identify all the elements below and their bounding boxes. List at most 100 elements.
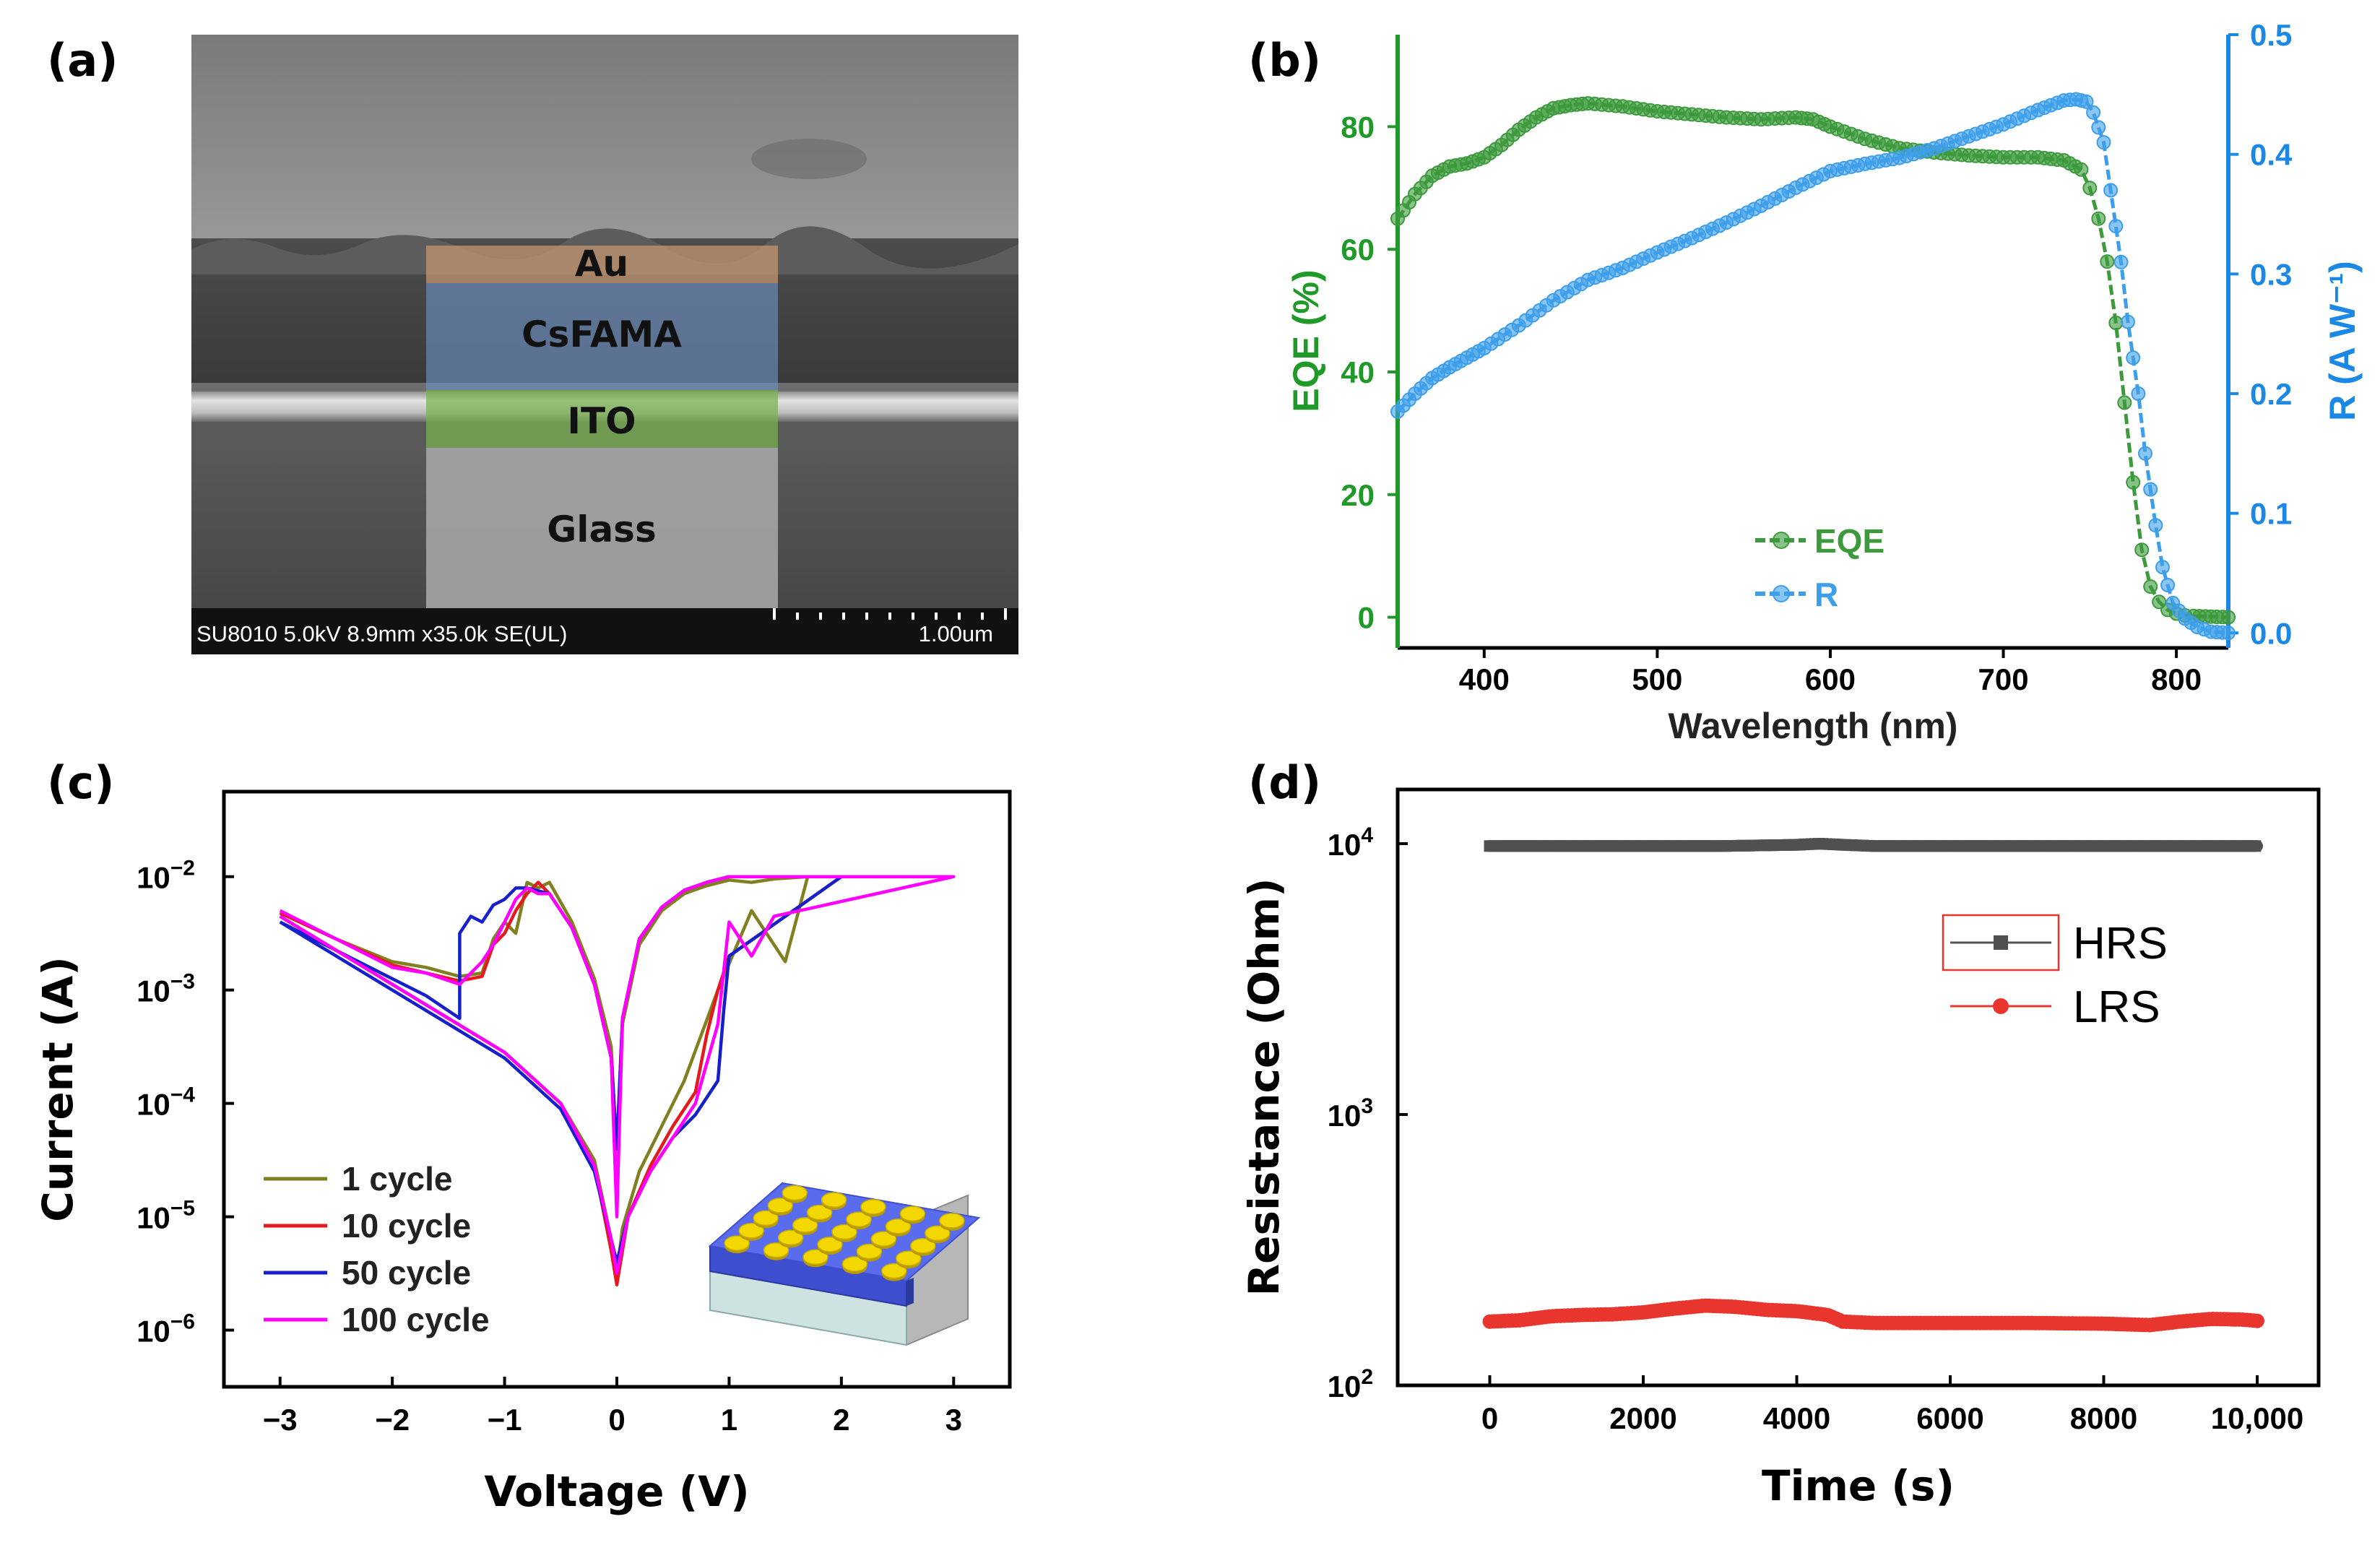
x-tick-label: 2 — [833, 1403, 849, 1437]
retention-chart: 0 2000 4000 6000 8000 10,000 102 103 104 Time (s)… — [1239, 787, 2321, 1510]
y-tick-label: 104 — [1328, 823, 1374, 862]
x-tick-label: 4000 — [1763, 1401, 1830, 1435]
electrode-dot — [846, 1211, 872, 1227]
data-point-r — [2108, 219, 2124, 234]
data-point-eqe — [2091, 211, 2106, 226]
csfama-layer-overlay — [426, 283, 778, 390]
legend-label-eqe: EQE — [1814, 522, 1884, 560]
y2-tick-label: 0.0 — [2250, 616, 2292, 650]
x-tick-label: −1 — [488, 1403, 522, 1437]
plot-frame — [1395, 787, 2321, 1388]
x-tick-label: 10,000 — [2211, 1401, 2303, 1435]
electrode-dot — [870, 1231, 897, 1247]
legend-label-hrs: HRS — [2073, 919, 2168, 969]
eqe-responsivity-chart: 400 500 600 700 800 0 20 40 60 80 0.0 0.1 0.2 0.3 0.4 0… — [1286, 18, 2363, 746]
legend-label-lrs: LRS — [2073, 982, 2160, 1032]
data-point-eqe — [2221, 610, 2236, 625]
x-tick-label: −3 — [263, 1403, 298, 1437]
data-point-r — [2221, 626, 2236, 641]
y-axis-label: Current (A) — [33, 956, 82, 1222]
glass-layer-overlay — [426, 448, 778, 608]
electrode-dot — [881, 1263, 907, 1279]
data-point-r — [2113, 254, 2129, 269]
y-tick-label: 40 — [1341, 355, 1375, 389]
y-tick-label: 10−6 — [137, 1310, 195, 1349]
legend-label: 1 cycle — [342, 1160, 452, 1198]
electrode-dots — [724, 1185, 965, 1281]
sem-info-bar — [191, 608, 1018, 654]
data-point-hrs — [2249, 840, 2262, 852]
y-axis-label: Resistance (Ohm) — [1239, 878, 1289, 1296]
ito-layer-overlay — [426, 390, 778, 448]
x-tick-label: 500 — [1632, 662, 1682, 696]
legend-marker-hrs — [1994, 935, 2008, 950]
y-tick-label: 60 — [1341, 233, 1375, 267]
electrode-dot — [802, 1249, 828, 1265]
x-axis-label: Time (s) — [1762, 1461, 1955, 1510]
data-point-eqe — [2134, 542, 2150, 558]
data-point-r — [2126, 350, 2141, 365]
data-point-lrs — [2250, 1313, 2264, 1328]
layer-label-csfama: CsFAMA — [522, 313, 682, 355]
y-tick-label: 0 — [1358, 601, 1375, 635]
y2-tick-label: 0.2 — [2250, 377, 2292, 411]
y-tick-label: 80 — [1341, 110, 1375, 144]
data-point-r — [2155, 560, 2170, 575]
y2-axis-label: R (A W⁻¹) — [2322, 261, 2363, 421]
x-tick-label: 700 — [1978, 662, 2029, 696]
legend-label-r: R — [1814, 576, 1838, 613]
legend-label: 10 cycle — [342, 1207, 471, 1245]
layer-label-au: Au — [575, 243, 628, 285]
y2-tick-label: 0.4 — [2250, 138, 2293, 172]
sem-image: Au CsFAMA ITO Glass SU8010 5.0kV 8.9mm x… — [191, 35, 1018, 654]
legend-marker-lrs — [1993, 998, 2009, 1014]
x-tick-label: 3 — [945, 1403, 962, 1437]
x-tick-label: 0 — [608, 1403, 625, 1437]
data-point-r — [2086, 105, 2101, 120]
y2-tick-label: 0.3 — [2250, 257, 2292, 291]
electrode-dot — [831, 1224, 857, 1240]
y-tick-label: 20 — [1341, 478, 1375, 512]
y-tick-label: 103 — [1328, 1094, 1373, 1133]
electrode-dot — [817, 1237, 843, 1252]
legend-highlight-box — [1942, 914, 2060, 971]
y2-tick-label: 0.5 — [2250, 18, 2292, 52]
y2-tick-label: 0.1 — [2250, 497, 2292, 531]
electrode-dot — [841, 1256, 868, 1272]
legend-label: 50 cycle — [342, 1254, 471, 1291]
x-tick-label: 6000 — [1916, 1401, 1983, 1435]
x-tick-label: 8000 — [2070, 1401, 2137, 1435]
data-point-eqe — [2143, 579, 2158, 594]
electrode-dot — [910, 1237, 936, 1254]
data-point-r — [2138, 446, 2152, 461]
sem-scale-label: 1.00um — [919, 621, 993, 646]
data-point-eqe — [2082, 181, 2098, 196]
electrode-dot — [782, 1185, 808, 1201]
data-point-r — [2160, 578, 2176, 592]
electrode-dot — [767, 1198, 793, 1213]
y-tick-label: 10−4 — [137, 1083, 195, 1122]
au-layer-overlay — [426, 246, 778, 283]
legend-marker-r — [1773, 585, 1790, 602]
electrode-dot — [777, 1229, 804, 1246]
data-point-eqe — [2100, 254, 2115, 269]
panel-label-c: (c) — [47, 756, 114, 809]
legend-marker-eqe — [1773, 532, 1790, 549]
sem-scale-bar — [773, 608, 1007, 620]
electrode-dot — [856, 1243, 883, 1260]
y-tick-label: 10−3 — [137, 970, 195, 1008]
x-tick-label: 800 — [2151, 662, 2202, 696]
electrode-dot — [792, 1217, 818, 1233]
electrode-dot — [860, 1198, 886, 1215]
data-point-r — [2096, 135, 2111, 150]
data-point-r — [2148, 518, 2163, 533]
layer-label-glass: Glass — [547, 508, 656, 550]
y-axis-label: EQE (%) — [1286, 269, 1326, 412]
data-point-r — [2079, 94, 2094, 109]
electrode-dot — [753, 1210, 779, 1226]
x-tick-label: 2000 — [1609, 1401, 1676, 1435]
x-axis-label: Wavelength (nm) — [1669, 706, 1958, 746]
x-tick-label: 400 — [1459, 662, 1510, 696]
x-tick-label: 0 — [1481, 1401, 1498, 1435]
